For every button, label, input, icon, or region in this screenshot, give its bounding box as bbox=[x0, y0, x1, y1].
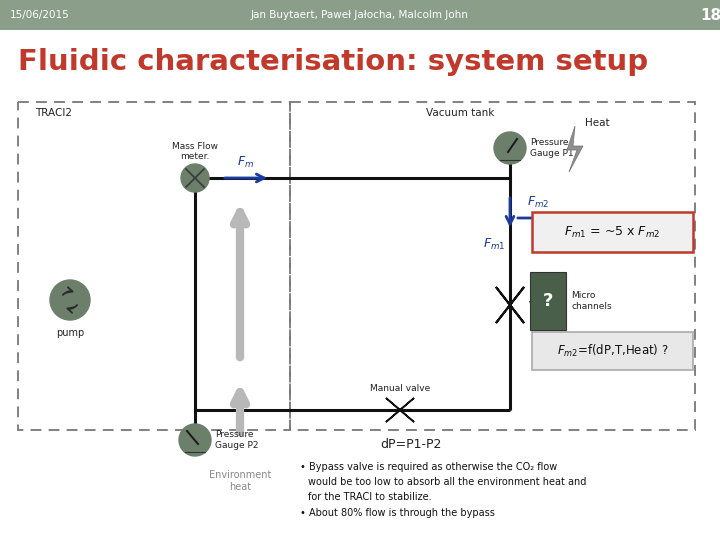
Circle shape bbox=[179, 424, 211, 456]
Text: Fluidic characterisation: system setup: Fluidic characterisation: system setup bbox=[18, 48, 648, 76]
Text: Manual valve: Manual valve bbox=[370, 384, 430, 393]
FancyBboxPatch shape bbox=[532, 332, 693, 370]
Text: Needle
Valve.
'bypass': Needle Valve. 'bypass' bbox=[529, 290, 566, 320]
Text: $F_{m1}$: $F_{m1}$ bbox=[482, 237, 505, 252]
FancyBboxPatch shape bbox=[530, 272, 566, 330]
Text: pump: pump bbox=[56, 328, 84, 338]
Text: $F_{m2}$=f(dP,T,Heat) ?: $F_{m2}$=f(dP,T,Heat) ? bbox=[557, 343, 668, 359]
Text: • Bypass valve is required as otherwise the CO₂ flow: • Bypass valve is required as otherwise … bbox=[300, 462, 557, 472]
Text: 18: 18 bbox=[700, 8, 720, 23]
Bar bbox=[0, 0, 720, 30]
Circle shape bbox=[494, 132, 526, 164]
Circle shape bbox=[181, 164, 209, 192]
Text: 15/06/2015: 15/06/2015 bbox=[10, 10, 70, 20]
Text: Micro
channels: Micro channels bbox=[571, 291, 611, 310]
Text: TRACI2: TRACI2 bbox=[35, 108, 72, 118]
Text: • About 80% flow is through the bypass: • About 80% flow is through the bypass bbox=[300, 508, 495, 518]
Text: Mass Flow
meter.: Mass Flow meter. bbox=[172, 141, 218, 161]
Text: $F_m$: $F_m$ bbox=[238, 155, 255, 170]
Text: Heat: Heat bbox=[585, 118, 610, 128]
Text: Vacuum tank: Vacuum tank bbox=[426, 108, 494, 118]
FancyBboxPatch shape bbox=[532, 212, 693, 252]
Text: $F_{m2}$: $F_{m2}$ bbox=[527, 195, 549, 210]
Polygon shape bbox=[567, 126, 583, 172]
Text: Jan Buytaert, Paweł Jałocha, Malcolm John: Jan Buytaert, Paweł Jałocha, Malcolm Joh… bbox=[251, 10, 469, 20]
Text: ?: ? bbox=[543, 292, 553, 310]
Text: would be too low to absorb all the environment heat and: would be too low to absorb all the envir… bbox=[308, 477, 586, 487]
Text: Pressure
Gauge P2: Pressure Gauge P2 bbox=[215, 430, 258, 450]
Text: Pressure
Gauge P1: Pressure Gauge P1 bbox=[530, 138, 574, 158]
Text: $F_{m1}$ = ~5 x $F_{m2}$: $F_{m1}$ = ~5 x $F_{m2}$ bbox=[564, 225, 660, 240]
Circle shape bbox=[50, 280, 90, 320]
Text: Environment
heat: Environment heat bbox=[209, 470, 271, 491]
Polygon shape bbox=[386, 398, 414, 422]
Polygon shape bbox=[386, 398, 414, 422]
Text: for the TRACI to stabilize.: for the TRACI to stabilize. bbox=[308, 492, 431, 502]
Text: dP=P1-P2: dP=P1-P2 bbox=[380, 438, 441, 451]
